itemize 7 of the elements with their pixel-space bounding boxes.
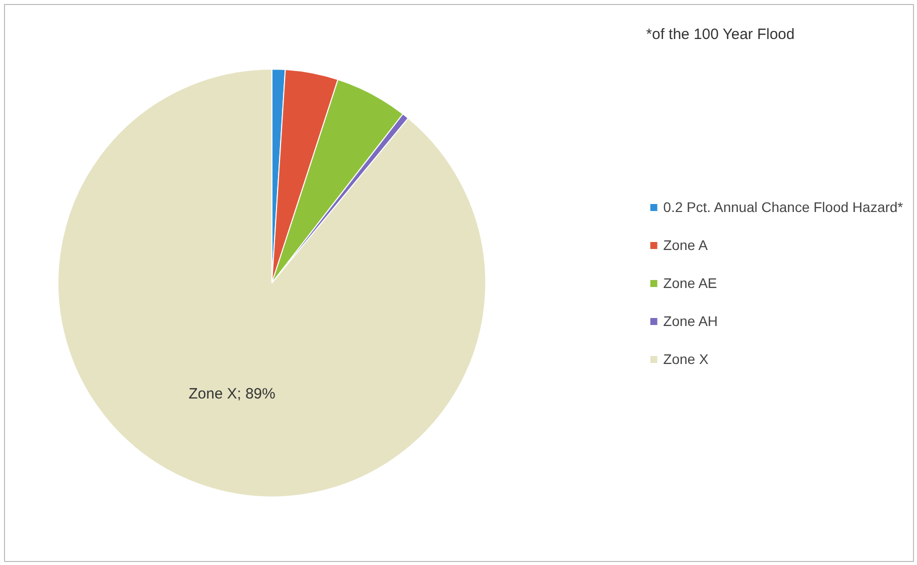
legend-label: Zone X bbox=[663, 350, 708, 366]
legend-label: Zone AH bbox=[663, 312, 718, 328]
legend-label: 0.2 Pct. Annual Chance Flood Hazard* bbox=[663, 198, 903, 214]
legend-label: Zone AE bbox=[663, 274, 717, 290]
text: *of the 100 Year Flood bbox=[646, 26, 795, 44]
legend-label: Zone A bbox=[663, 236, 708, 252]
data-label: Zone X; 89% bbox=[188, 385, 276, 402]
